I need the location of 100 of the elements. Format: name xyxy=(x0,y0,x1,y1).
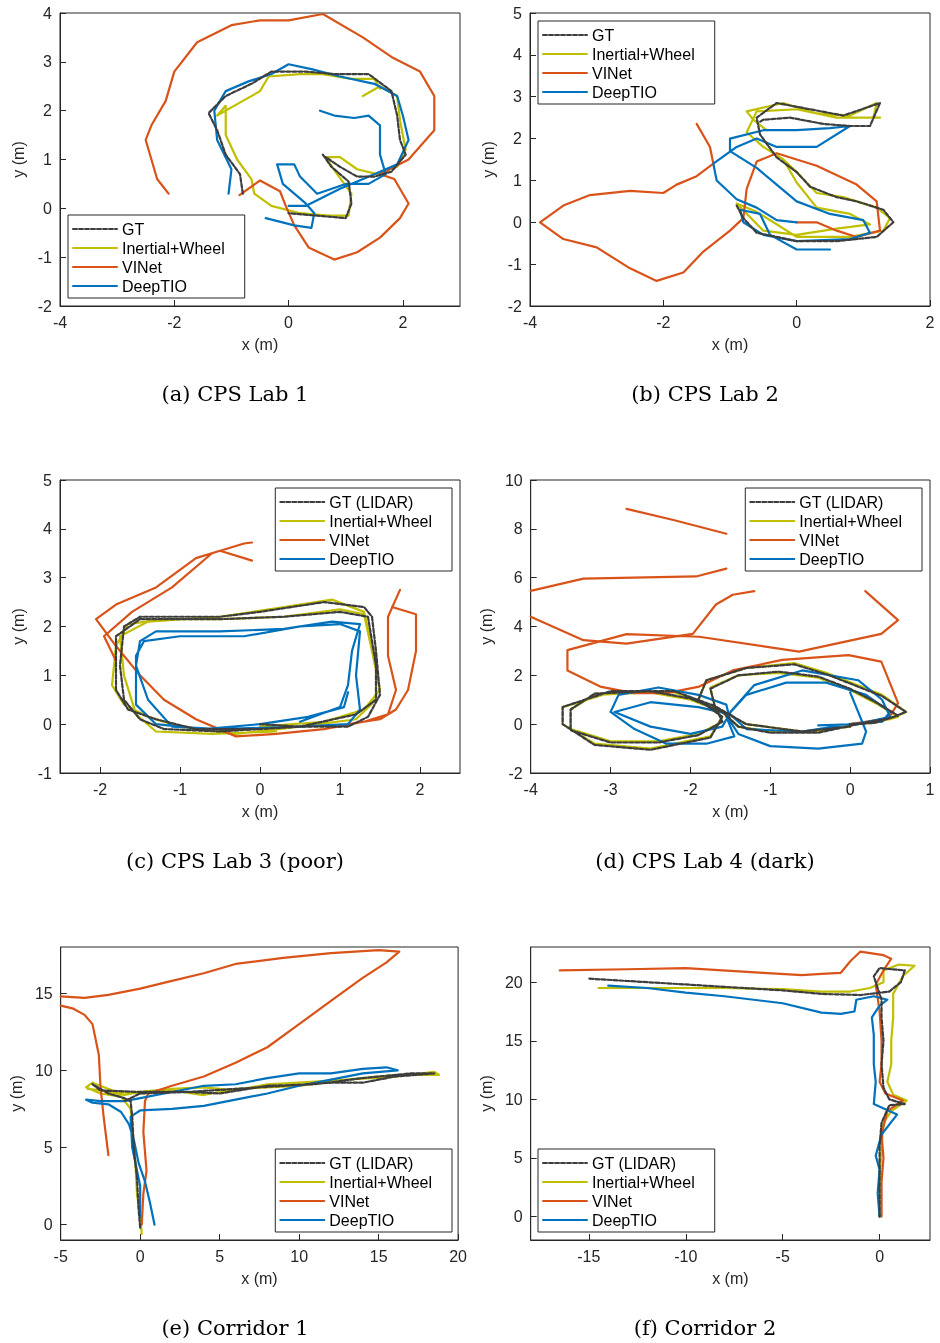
legend-label: VINet xyxy=(329,531,370,549)
x-tick-label: 5 xyxy=(215,1247,225,1265)
legend-label: GT (LIDAR) xyxy=(329,1154,414,1172)
legend-label: Inertial+Wheel xyxy=(592,1173,695,1191)
x-tick-label: -5 xyxy=(53,1247,68,1265)
x-axis-title: x (m) xyxy=(711,335,749,353)
y-axis-title: y (m) xyxy=(477,608,495,645)
x-tick-label: -5 xyxy=(775,1247,790,1265)
y-axis-title: y (m) xyxy=(477,1075,495,1112)
y-axis-title: y (m) xyxy=(479,141,497,178)
legend-label: DeepTIO xyxy=(592,1211,657,1229)
line-series xyxy=(134,620,362,731)
legend-label: DeepTIO xyxy=(799,550,865,568)
y-tick-label: 5 xyxy=(513,1149,523,1167)
y-tick-label: -1 xyxy=(37,248,53,266)
y-tick-label: 10 xyxy=(504,471,523,489)
y-tick-label: 4 xyxy=(43,4,53,22)
x-tick-label: -10 xyxy=(674,1247,698,1265)
x-tick-label: 0 xyxy=(135,1247,145,1265)
text: (c) CPS Lab 3 (poor) xyxy=(126,848,344,873)
y-tick-label: 0 xyxy=(513,1208,523,1226)
legend-label: VINet xyxy=(329,1192,370,1210)
x-tick-label: -4 xyxy=(523,780,538,798)
x-tick-label: 2 xyxy=(415,780,425,798)
x-tick-label: 2 xyxy=(398,313,408,331)
text: (f) Corridor 2 xyxy=(633,1315,777,1340)
y-tick-label: 3 xyxy=(43,569,53,587)
y-tick-label: 4 xyxy=(43,520,53,538)
x-tick-label: -2 xyxy=(92,780,108,798)
legend-label: DeepTIO xyxy=(122,277,187,295)
x-tick-label: 2 xyxy=(925,313,935,331)
legend-label: Inertial+Wheel xyxy=(329,512,432,530)
x-tick-label: 15 xyxy=(369,1247,388,1265)
x-tick-label: 0 xyxy=(845,780,855,798)
y-tick-label: 8 xyxy=(513,520,523,538)
y-tick-label: 4 xyxy=(513,46,523,64)
x-axis-title: x (m) xyxy=(241,802,279,820)
legend-label: Inertial+Wheel xyxy=(122,239,225,257)
y-tick-label: 5 xyxy=(43,1138,53,1156)
legend-label: GT (LIDAR) xyxy=(799,493,884,511)
x-tick-label: -2 xyxy=(683,780,698,798)
y-tick-label: -2 xyxy=(37,297,53,315)
legend-label: VINet xyxy=(799,531,840,549)
x-axis-title: x (m) xyxy=(241,335,279,353)
y-tick-label: 1 xyxy=(43,151,53,168)
y-tick-label: 2 xyxy=(43,618,53,635)
x-tick-label: 10 xyxy=(290,1247,309,1265)
y-tick-label: 3 xyxy=(513,88,523,106)
y-tick-label: 20 xyxy=(504,973,523,991)
legend-label: GT xyxy=(592,26,615,44)
y-axis-title: y (m) xyxy=(9,141,27,178)
legend-label: DeepTIO xyxy=(329,550,395,568)
y-tick-label: 15 xyxy=(34,984,53,1002)
legend-label: GT xyxy=(122,220,145,238)
legend-label: GT (LIDAR) xyxy=(329,493,414,511)
y-tick-label: -1 xyxy=(507,255,523,273)
x-tick-label: 0 xyxy=(284,313,294,331)
y-tick-label: 2 xyxy=(513,666,523,684)
line-series xyxy=(538,122,882,282)
y-tick-label: 0 xyxy=(43,715,53,733)
y-axis-title: y (m) xyxy=(7,1075,25,1112)
x-tick-label: 1 xyxy=(335,780,345,798)
x-tick-label: 0 xyxy=(792,313,802,331)
x-tick-label: -4 xyxy=(52,313,68,331)
y-tick-label: 0 xyxy=(513,715,523,733)
y-tick-label: 10 xyxy=(34,1061,53,1079)
y-tick-label: -2 xyxy=(507,297,523,315)
y-tick-label: 4 xyxy=(513,618,523,635)
x-tick-label: -2 xyxy=(656,313,671,331)
y-tick-label: 3 xyxy=(43,53,53,71)
text: (e) Corridor 1 xyxy=(161,1315,309,1340)
x-tick-label: -2 xyxy=(167,313,182,331)
legend-label: VINet xyxy=(122,258,163,276)
y-tick-label: 10 xyxy=(504,1090,523,1108)
y-tick-label: 2 xyxy=(513,130,523,148)
y-tick-label: 5 xyxy=(513,4,523,22)
legend-label: VINet xyxy=(592,1192,633,1210)
x-tick-label: 0 xyxy=(875,1247,885,1265)
y-axis-title: y (m) xyxy=(9,608,27,645)
y-tick-label: 1 xyxy=(43,666,53,684)
text: (a) CPS Lab 1 xyxy=(161,381,309,406)
line-series xyxy=(609,669,892,750)
line-series xyxy=(712,124,872,251)
legend-label: Inertial+Wheel xyxy=(592,45,695,63)
x-tick-label: -4 xyxy=(522,313,538,331)
y-tick-label: -1 xyxy=(37,764,53,782)
x-tick-label: -15 xyxy=(577,1247,601,1265)
x-tick-label: 20 xyxy=(449,1247,468,1265)
legend-label: GT (LIDAR) xyxy=(592,1154,677,1172)
legend-label: DeepTIO xyxy=(329,1211,395,1229)
y-tick-label: 6 xyxy=(513,569,523,587)
y-tick-label: 1 xyxy=(513,171,523,189)
y-tick-label: 2 xyxy=(43,102,53,120)
x-axis-title: x (m) xyxy=(241,1269,278,1287)
x-axis-title: x (m) xyxy=(712,802,749,820)
y-tick-label: -2 xyxy=(508,764,523,782)
y-tick-label: 5 xyxy=(43,471,53,489)
text: (d) CPS Lab 4 (dark) xyxy=(595,848,815,873)
x-tick-label: 0 xyxy=(255,780,265,798)
legend-label: Inertial+Wheel xyxy=(799,512,902,530)
